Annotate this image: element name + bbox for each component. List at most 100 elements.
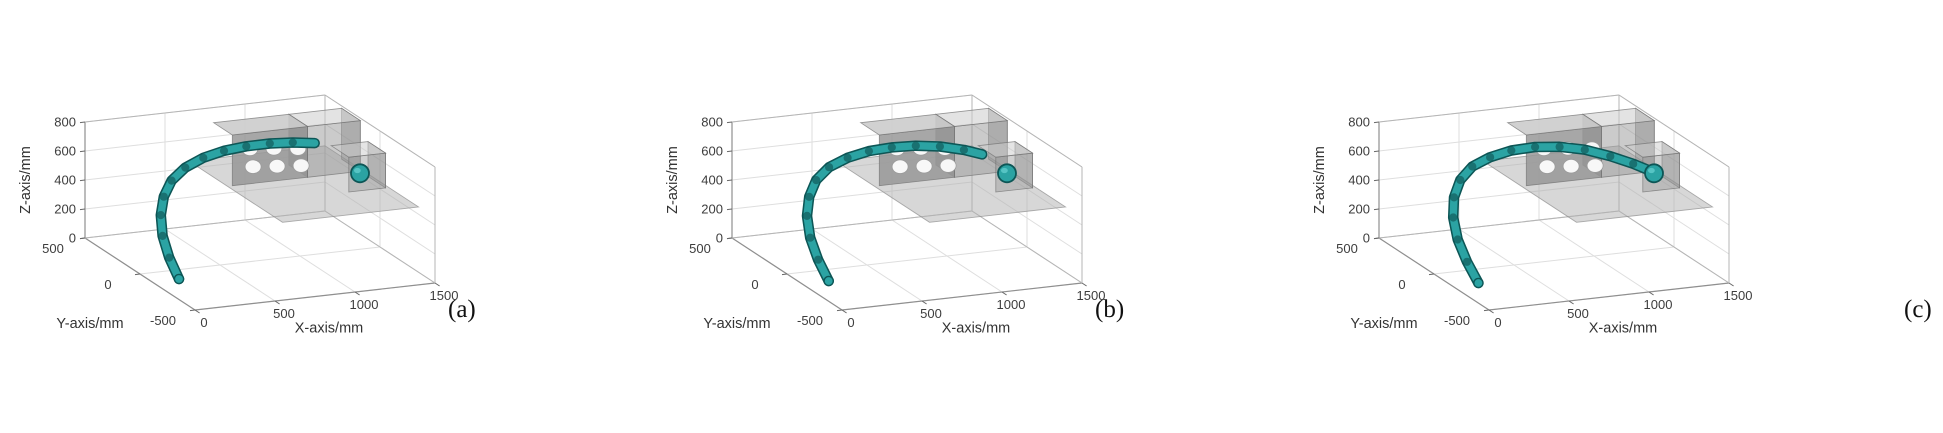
arm-joint	[159, 192, 168, 201]
obstacle-hole	[891, 159, 909, 174]
svg-text:600: 600	[701, 144, 723, 159]
panel-b: 0 500 1000 1500 -500 0 500 0 200 400 600 800 X-axis/…	[647, 0, 1294, 433]
axis-ticks-labels: 0 500 1000 1500 -500 0 500 0 200 400 600 800 X-axis/…	[665, 115, 1105, 337]
axis-ticks-labels: 0 500 1000 1500 -500 0 500 0 200 400 600 800 X-axis/…	[1312, 115, 1752, 337]
svg-text:-500: -500	[797, 313, 823, 328]
arm-joint	[1449, 193, 1459, 202]
obstacle-hole	[1562, 158, 1580, 174]
svg-text:1500: 1500	[1077, 288, 1106, 303]
plot-3d-a: 0 500 1000 1500 -500 0 500 0 200 400 600 800 X-axis/…	[18, 94, 458, 337]
arm-joint	[158, 231, 167, 240]
svg-text:800: 800	[701, 115, 723, 130]
arm-joint	[911, 141, 920, 150]
arm-joint	[242, 142, 251, 151]
arm-base	[823, 275, 834, 287]
svg-text:1500: 1500	[1724, 288, 1753, 303]
arm-joint	[1507, 146, 1516, 155]
svg-text:Z-axis/mm: Z-axis/mm	[665, 146, 681, 214]
arm-joint	[825, 163, 834, 172]
arm-joint	[802, 211, 812, 220]
plot-3d-b: 0 500 1000 1500 -500 0 500 0 200 400 600 800 X-axis/…	[665, 94, 1105, 337]
svg-text:600: 600	[54, 144, 76, 159]
plot-3d-c: 0 500 1000 1500 -500 0 500 0 200 400 600 800 X-axis/…	[1312, 94, 1752, 337]
arm-joint	[814, 255, 823, 264]
svg-text:500: 500	[689, 241, 711, 256]
svg-text:-500: -500	[150, 313, 176, 328]
svg-text:400: 400	[54, 173, 76, 188]
svg-text:800: 800	[1348, 115, 1370, 130]
arm-joint	[1449, 213, 1458, 222]
svg-text:0: 0	[69, 231, 76, 246]
manipulator-arm	[801, 140, 988, 287]
svg-text:500: 500	[1336, 241, 1358, 256]
arm-joint	[935, 142, 944, 151]
arm-joint	[887, 143, 896, 152]
svg-text:0: 0	[200, 315, 207, 330]
svg-text:400: 400	[701, 173, 723, 188]
svg-text:Z-axis/mm: Z-axis/mm	[1312, 146, 1328, 214]
arm-base	[173, 273, 185, 285]
arm-joint	[288, 138, 297, 147]
svg-text:Y-axis/mm: Y-axis/mm	[56, 316, 123, 332]
arm-joint	[1629, 159, 1638, 168]
arm-joint	[812, 176, 821, 185]
arm-joint	[199, 153, 208, 162]
arm-base	[1473, 277, 1484, 289]
arm-joint	[219, 146, 229, 155]
panel-c: 0 500 1000 1500 -500 0 500 0 200 400 600 800 X-axis/…	[1294, 0, 1941, 433]
arm-joint	[181, 163, 190, 172]
arm-joint	[805, 192, 814, 201]
svg-text:200: 200	[1348, 202, 1370, 217]
svg-text:1000: 1000	[350, 297, 379, 312]
axes-box	[731, 94, 1083, 311]
svg-text:0: 0	[847, 315, 854, 330]
obstacle-hole	[939, 158, 957, 173]
obstacle-structure	[1481, 107, 1714, 223]
panel-label-c: (c)	[1904, 296, 1932, 323]
svg-text:200: 200	[54, 202, 76, 217]
manipulator-arm	[1447, 141, 1656, 289]
svg-text:500: 500	[42, 241, 64, 256]
arm-joint	[265, 139, 274, 148]
target-ball	[997, 163, 1017, 184]
obstacle-hole	[292, 158, 310, 173]
svg-text:0: 0	[716, 231, 723, 246]
manipulator-arm	[155, 137, 320, 285]
arm-joint	[1606, 152, 1615, 161]
obstacle-hole	[1538, 159, 1556, 174]
arm-joint	[1486, 153, 1495, 162]
arm-joint	[1531, 142, 1540, 152]
panel-label-a: (a)	[448, 296, 476, 323]
svg-text:0: 0	[751, 277, 758, 292]
obstacle-hole	[915, 158, 933, 174]
arm-joint	[806, 233, 815, 242]
svg-text:0: 0	[1398, 277, 1405, 292]
svg-text:500: 500	[920, 306, 942, 321]
svg-text:200: 200	[701, 202, 723, 217]
svg-text:X-axis/mm: X-axis/mm	[942, 321, 1010, 337]
target-ball	[1644, 163, 1664, 184]
svg-text:0: 0	[1494, 315, 1501, 330]
arm-joint	[864, 147, 873, 156]
svg-text:Z-axis/mm: Z-axis/mm	[18, 146, 34, 214]
arm-joint	[165, 253, 174, 262]
arm-joint	[1555, 142, 1564, 151]
arm-joint	[1580, 145, 1589, 154]
arm-joint	[1468, 162, 1477, 171]
svg-text:-500: -500	[1444, 313, 1470, 328]
svg-text:X-axis/mm: X-axis/mm	[295, 321, 363, 337]
svg-text:400: 400	[1348, 173, 1370, 188]
svg-text:X-axis/mm: X-axis/mm	[1589, 321, 1657, 337]
arm-joint	[156, 211, 165, 220]
svg-text:800: 800	[54, 115, 76, 130]
svg-text:500: 500	[1567, 306, 1589, 321]
svg-text:1500: 1500	[430, 288, 459, 303]
axis-ticks-labels: 0 500 1000 1500 -500 0 500 0 200 400 600 800 X-axis/…	[18, 115, 458, 337]
svg-text:600: 600	[1348, 144, 1370, 159]
obstacle-hole	[244, 159, 262, 174]
panel-label-b: (b)	[1095, 296, 1125, 323]
svg-text:Y-axis/mm: Y-axis/mm	[1350, 316, 1417, 332]
arm-joint	[843, 153, 852, 162]
obstacle-structure	[187, 107, 420, 223]
